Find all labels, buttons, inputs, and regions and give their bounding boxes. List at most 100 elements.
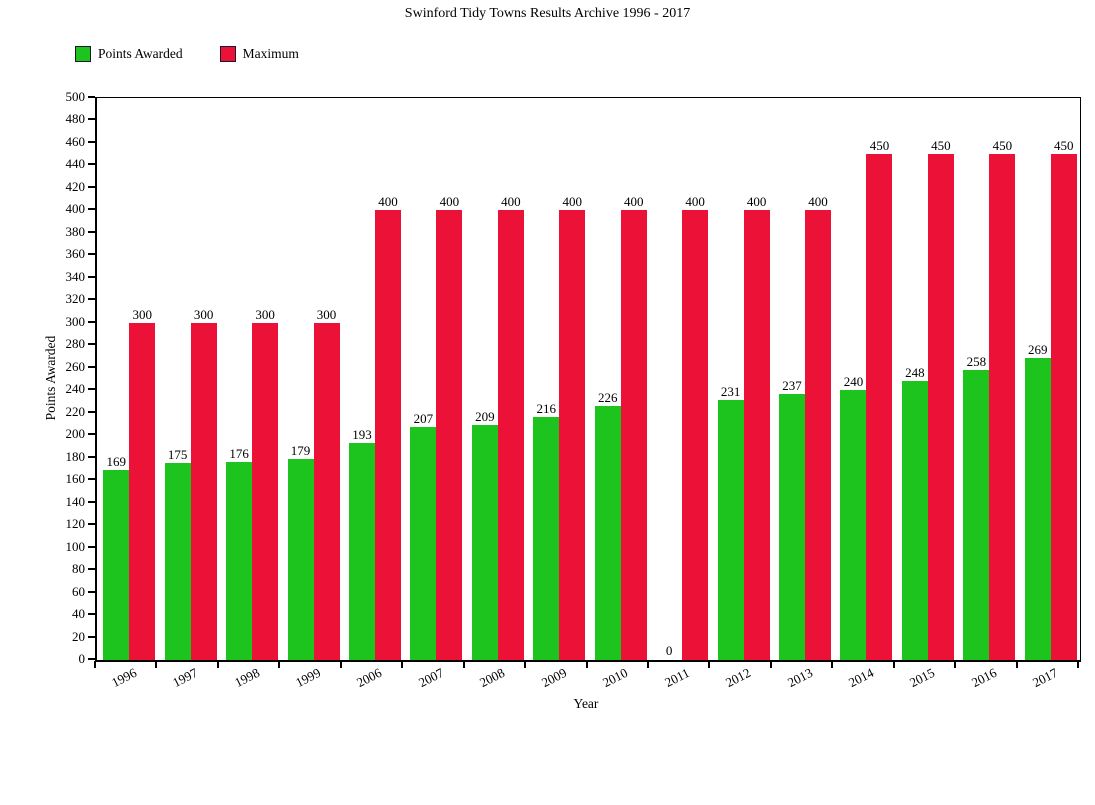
x-tick xyxy=(278,661,281,668)
bar-maximum xyxy=(497,210,524,660)
bar-value-label: 300 xyxy=(253,306,277,322)
bar-value-label: 176 xyxy=(227,446,251,462)
bar-points-awarded xyxy=(471,425,498,660)
bar-points-awarded xyxy=(103,470,130,660)
y-tick xyxy=(88,298,95,301)
y-tick xyxy=(88,433,95,436)
y-tick xyxy=(88,545,95,548)
bar-group-2015: 248 450 xyxy=(896,98,957,660)
bar-value-label: 400 xyxy=(744,194,769,210)
bar-maximum xyxy=(620,210,647,660)
bar-maximum xyxy=(927,154,954,660)
bar-points-awarded xyxy=(901,381,928,660)
y-tick-label: 0 xyxy=(78,651,86,666)
y-tick xyxy=(88,523,95,526)
bar-value-label: 240 xyxy=(841,374,866,390)
y-tick xyxy=(88,208,95,211)
bar-group-1996: 169 300 xyxy=(97,98,158,660)
bar-group-1998: 176 300 xyxy=(220,98,281,660)
x-tick xyxy=(646,661,649,668)
legend-item-0: Points Awarded xyxy=(75,46,183,62)
bar-group-2009: 216 400 xyxy=(527,98,588,660)
x-tick-label: 2006 xyxy=(354,664,385,691)
bar-points-awarded xyxy=(1024,357,1051,660)
x-tick-label: 2014 xyxy=(845,664,876,691)
x-tick xyxy=(339,661,342,668)
bar-points-awarded xyxy=(717,400,744,660)
y-tick xyxy=(88,163,95,166)
bar-value-label: 207 xyxy=(411,411,436,427)
bar-value-label: 400 xyxy=(683,194,707,210)
bar-maximum xyxy=(805,210,832,660)
legend-swatch-icon xyxy=(75,46,91,62)
x-tick xyxy=(94,661,96,668)
x-tick-label: 2015 xyxy=(907,664,938,691)
bar-value-label: 231 xyxy=(718,384,743,400)
x-tick-label: 2016 xyxy=(968,664,999,691)
y-tick-label: 340 xyxy=(65,268,86,284)
y-tick-label: 300 xyxy=(65,313,86,329)
bar-value-label: 209 xyxy=(473,409,497,425)
bar-group-2007: 207 400 xyxy=(404,98,465,660)
y-tick-label: 440 xyxy=(65,156,86,172)
y-tick-label: 400 xyxy=(65,201,86,217)
legend-item-1: Maximum xyxy=(219,46,299,62)
x-tick xyxy=(892,661,895,668)
y-tick xyxy=(88,658,95,660)
y-tick-label: 220 xyxy=(65,403,86,419)
bar-points-awarded xyxy=(410,427,437,660)
bar-value-label: 258 xyxy=(964,354,989,370)
x-tick-label: 2008 xyxy=(477,664,508,691)
bar-value-label: 300 xyxy=(191,306,216,322)
y-tick-label: 320 xyxy=(65,291,86,307)
x-tick xyxy=(155,661,158,668)
bar-value-label: 0 xyxy=(663,643,675,658)
x-axis-title: Year xyxy=(573,696,599,711)
y-tick-label: 500 xyxy=(65,89,86,104)
bar-value-label: 179 xyxy=(288,442,313,458)
x-tick-label: 2013 xyxy=(784,664,815,691)
x-tick xyxy=(954,661,957,668)
bar-maximum xyxy=(313,322,340,660)
bar-group-1997: 175 300 xyxy=(158,98,219,660)
bar-maximum xyxy=(252,322,279,660)
bar-group-2008: 209 400 xyxy=(466,98,527,660)
bar-group-2011: 0 400 xyxy=(650,98,711,660)
y-tick xyxy=(88,343,95,346)
y-tick xyxy=(88,635,95,638)
y-tick-label: 240 xyxy=(65,381,86,397)
bar-value-label: 300 xyxy=(314,306,339,322)
x-tick xyxy=(769,661,772,668)
y-tick xyxy=(88,320,95,323)
y-tick xyxy=(88,478,95,481)
y-tick xyxy=(88,500,95,503)
y-tick xyxy=(88,568,95,571)
bar-group-1999: 179 300 xyxy=(281,98,342,660)
y-tick-label: 200 xyxy=(65,426,86,442)
bar-group-2013: 237 400 xyxy=(773,98,834,660)
bar-maximum xyxy=(559,210,586,660)
bar-value-label: 450 xyxy=(990,138,1015,154)
y-tick xyxy=(88,230,95,233)
bar-maximum xyxy=(190,322,217,660)
y-tick-label: 420 xyxy=(65,178,86,194)
y-tick-label: 40 xyxy=(72,606,85,622)
bar-points-awarded xyxy=(533,417,560,660)
bar-points-awarded xyxy=(963,370,990,660)
x-tick-label: 2010 xyxy=(600,664,631,691)
x-tick-label: 2011 xyxy=(661,665,692,690)
bar-points-awarded xyxy=(287,458,314,660)
x-tick xyxy=(1077,661,1079,668)
bar-value-label: 400 xyxy=(499,194,523,210)
x-tick xyxy=(462,661,465,668)
y-tick-label: 100 xyxy=(65,538,86,554)
y-tick-label: 480 xyxy=(65,111,86,127)
y-tick-label: 380 xyxy=(65,223,86,239)
bar-points-awarded xyxy=(594,405,621,660)
x-tick xyxy=(216,661,219,668)
bar-value-label: 400 xyxy=(806,194,830,210)
y-tick-label: 20 xyxy=(72,628,85,644)
bar-maximum xyxy=(989,154,1016,660)
y-tick xyxy=(88,275,95,278)
y-tick-label: 140 xyxy=(65,493,86,509)
